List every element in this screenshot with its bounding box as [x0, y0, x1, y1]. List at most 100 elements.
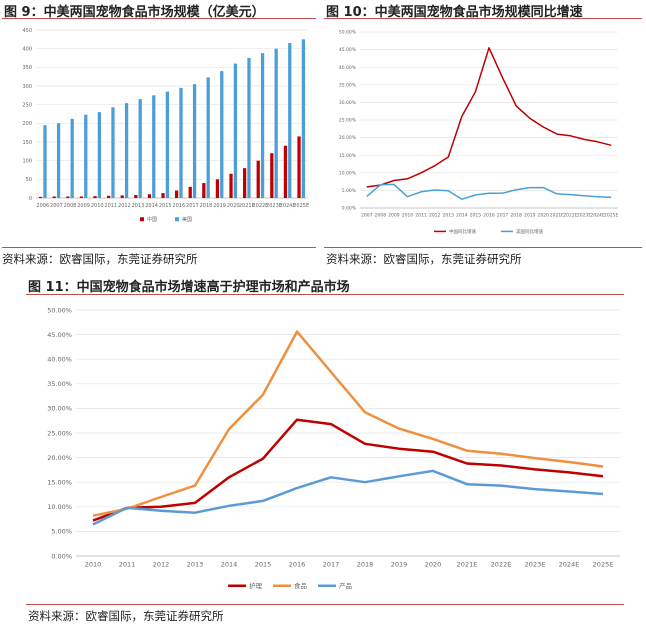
x-tick-label: 2007 — [361, 213, 373, 219]
x-tick-label: 2018 — [200, 203, 213, 209]
x-tick-label: 2024E — [280, 203, 296, 209]
bar-china — [134, 195, 138, 198]
y-tick-label: 30.00% — [47, 405, 72, 413]
y-tick-label: 25.00% — [339, 118, 357, 124]
bar-us — [56, 123, 61, 198]
y-tick-label: 0 — [29, 196, 32, 202]
legend-swatch — [140, 217, 144, 222]
y-tick-label: 0.00% — [342, 206, 357, 212]
figure-11-title: 图 11：中国宠物食品市场增速高于护理市场和产品市场 — [28, 280, 350, 295]
bar-us — [260, 53, 265, 198]
bar-china — [242, 168, 247, 198]
x-tick-label: 2017 — [323, 561, 340, 569]
bar-china — [215, 179, 220, 198]
x-tick-label: 2010 — [402, 213, 414, 219]
series-line-0 — [366, 47, 612, 188]
bar-us — [70, 118, 74, 198]
y-tick-label: 50.00% — [47, 306, 72, 314]
bar-us — [111, 107, 115, 198]
bar-us — [206, 77, 210, 198]
bar-china — [161, 193, 165, 198]
chart-china-pet-market-growth-by-segment: 0.00% 5.00% 10.00% 15.00% 20.00% 25.00% 30.00%… — [47, 306, 620, 590]
chart-us-china-pet-food-yoy-growth: 0.00% 5.00% 10.00% 15.00% 20.00% 25.00% 30.00%… — [339, 30, 619, 235]
bar-china — [52, 196, 56, 198]
bar-us — [138, 99, 142, 198]
series-line-2 — [92, 469, 604, 526]
x-tick-label: 2019 — [524, 213, 536, 219]
x-tick-label: 2012 — [429, 213, 441, 219]
y-tick-label: 35.00% — [339, 82, 357, 88]
x-tick-label: 2016 — [289, 561, 306, 569]
x-tick-label: 2014 — [456, 213, 468, 219]
bar-china — [147, 194, 152, 198]
x-tick-label: 2025E — [604, 213, 618, 219]
x-tick-label: 2007 — [50, 203, 63, 209]
x-tick-label: 2023E — [577, 213, 591, 219]
series-line-0 — [92, 418, 604, 522]
bar-us — [97, 112, 102, 198]
bar-us — [43, 125, 47, 198]
x-tick-label: 2020 — [538, 213, 550, 219]
bar-us — [192, 84, 197, 198]
y-tick-label: 300 — [22, 84, 32, 90]
x-tick-label: 2008 — [375, 213, 387, 219]
bar-china — [188, 186, 192, 198]
x-tick-label: 2019 — [391, 561, 408, 569]
legend-label: 中国同比增速 — [449, 228, 476, 235]
figure-10-title: 图 10：中美两国宠物食品市场规模同比增速 — [326, 5, 583, 20]
bar-us — [179, 87, 183, 198]
x-tick-label: 2021E — [239, 203, 255, 209]
legend-label: 产品 — [339, 581, 352, 590]
legend-swatch — [175, 217, 179, 222]
figure-10-title-rule — [324, 18, 642, 19]
y-tick-label: 50.00% — [339, 30, 357, 36]
bar-china — [297, 136, 301, 198]
bar-us — [301, 39, 306, 198]
x-tick-label: 2013 — [187, 561, 204, 569]
x-tick-label: 2020 — [425, 561, 442, 569]
x-tick-label: 2013 — [132, 203, 145, 209]
bar-china — [202, 183, 206, 198]
legend-label: 美国 — [182, 216, 192, 223]
x-tick-label: 2012 — [118, 203, 131, 209]
y-tick-label: 5.00% — [342, 188, 357, 194]
bar-us — [152, 95, 156, 198]
y-tick-label: 15.00% — [47, 478, 72, 486]
y-tick-label: 40.00% — [47, 355, 72, 363]
y-tick-label: 250 — [22, 102, 32, 108]
x-tick-label: 2024E — [559, 561, 580, 569]
y-tick-label: 45.00% — [339, 47, 357, 53]
x-tick-label: 2010 — [85, 561, 102, 569]
bar-china — [79, 196, 84, 198]
bar-china — [174, 190, 179, 198]
bar-china — [38, 196, 43, 198]
bar-us — [288, 43, 292, 198]
x-tick-label: 2009 — [388, 213, 400, 219]
series-line-1 — [92, 330, 604, 517]
bar-us — [220, 71, 224, 198]
x-tick-label: 2019 — [213, 203, 226, 209]
bar-us — [247, 58, 251, 198]
x-tick-label: 2015 — [255, 561, 272, 569]
x-tick-label: 2011 — [415, 213, 427, 219]
y-tick-label: 25.00% — [47, 429, 72, 437]
x-tick-label: 2017 — [186, 203, 199, 209]
x-tick-label: 2008 — [64, 203, 77, 209]
x-tick-label: 2014 — [221, 561, 238, 569]
figure-9-source: 资料来源：欧睿国际，东莞证券研究所 — [2, 252, 198, 266]
bar-us — [274, 48, 278, 199]
figure-11-source: 资料来源：欧睿国际，东莞证券研究所 — [28, 609, 224, 623]
y-tick-label: 5.00% — [51, 528, 72, 536]
x-tick-label: 2023E — [266, 203, 282, 209]
y-tick-label: 200 — [22, 121, 32, 127]
y-tick-label: 150 — [22, 140, 32, 146]
y-tick-label: 10.00% — [47, 503, 72, 511]
x-tick-label: 2018 — [510, 213, 522, 219]
y-tick-label: 45.00% — [47, 331, 72, 339]
y-tick-label: 40.00% — [339, 65, 357, 71]
bar-us — [84, 114, 88, 198]
y-tick-label: 30.00% — [339, 100, 357, 106]
x-tick-label: 2018 — [357, 561, 374, 569]
legend-label: 美国同比增速 — [516, 228, 543, 235]
x-tick-label: 2010 — [91, 203, 104, 209]
